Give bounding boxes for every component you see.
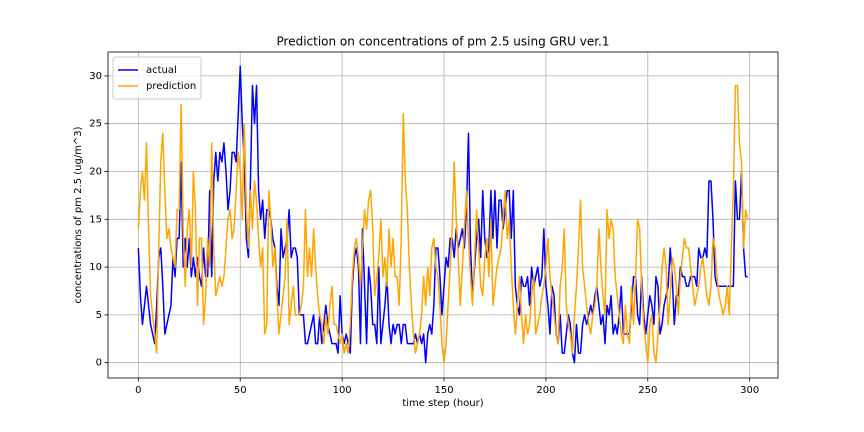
x-tick-label: 50 [234,385,247,396]
legend-label: actual [146,65,177,76]
y-tick-label: 20 [89,167,102,178]
y-tick-label: 0 [96,358,102,369]
x-tick-label: 200 [536,385,555,396]
x-tick-label: 0 [135,385,141,396]
legend-label: prediction [146,81,196,92]
line-series [137,84,749,364]
line-series [137,65,748,364]
x-axis-label: time step (hour) [402,398,483,409]
y-tick-label: 30 [89,71,102,82]
y-axis-label: concentrations of pm 2.5 (ug/m^3) [73,126,84,303]
x-tick-label: 300 [740,385,759,396]
x-tick-label: 250 [638,385,657,396]
legend-box [112,56,202,100]
y-tick-label: 5 [96,310,102,321]
y-tick-label: 15 [89,214,102,225]
y-tick-label: 25 [89,119,102,130]
y-tick-label: 10 [89,262,102,273]
x-tick-label: 100 [333,385,352,396]
axes-frame [107,51,779,379]
chart-title: Prediction on concentrations of pm 2.5 u… [277,35,610,49]
legend: actual prediction [112,56,202,100]
x-tick-label: 150 [434,385,453,396]
